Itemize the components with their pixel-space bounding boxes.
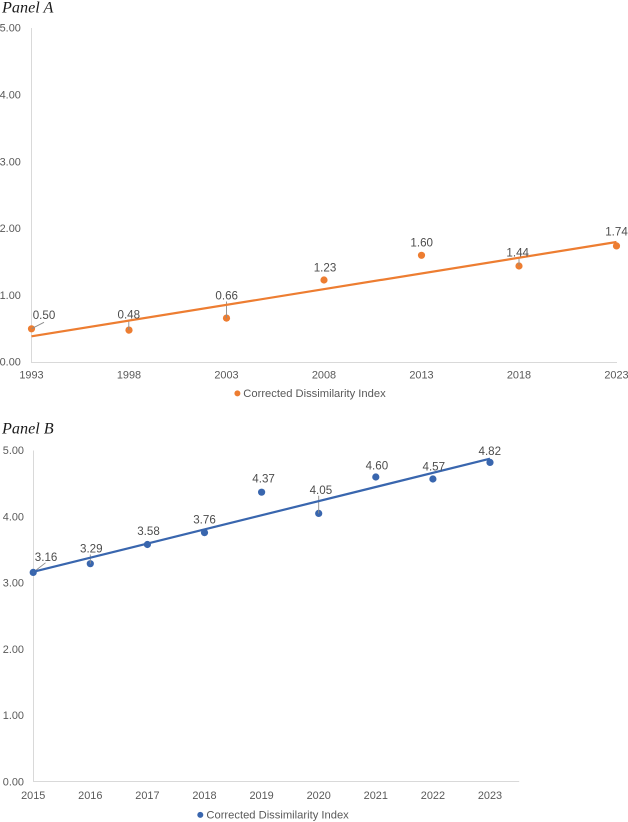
svg-text:3.76: 3.76	[193, 514, 216, 527]
svg-text:1.74: 1.74	[605, 226, 628, 239]
svg-text:4.05: 4.05	[310, 484, 333, 497]
svg-text:2016: 2016	[78, 790, 102, 802]
svg-text:2019: 2019	[249, 790, 273, 802]
svg-text:4.82: 4.82	[479, 445, 502, 458]
svg-text:4.60: 4.60	[366, 460, 389, 473]
svg-text:2020: 2020	[307, 790, 331, 802]
svg-text:2003: 2003	[214, 369, 238, 381]
svg-text:0.00: 0.00	[0, 357, 21, 369]
svg-text:5.00: 5.00	[3, 445, 24, 457]
svg-text:4.00: 4.00	[0, 90, 21, 102]
svg-text:Panel B: Panel B	[1, 419, 54, 437]
svg-text:2.00: 2.00	[0, 223, 21, 235]
svg-text:2017: 2017	[135, 790, 159, 802]
svg-text:0.00: 0.00	[3, 776, 24, 788]
svg-text:Corrected Dissimilarity Index: Corrected Dissimilarity Index	[206, 809, 349, 821]
svg-text:5.00: 5.00	[0, 23, 21, 35]
svg-text:2018: 2018	[192, 790, 216, 802]
svg-text:4.57: 4.57	[423, 461, 446, 474]
svg-text:2023: 2023	[604, 369, 628, 381]
svg-text:2021: 2021	[364, 790, 388, 802]
svg-text:2008: 2008	[312, 369, 336, 381]
svg-text:1993: 1993	[19, 369, 43, 381]
svg-text:0.48: 0.48	[118, 308, 141, 321]
svg-text:Panel A: Panel A	[1, 0, 54, 16]
svg-text:1998: 1998	[117, 369, 141, 381]
svg-text:2018: 2018	[507, 369, 531, 381]
svg-text:3.29: 3.29	[80, 542, 103, 555]
svg-text:1.60: 1.60	[410, 237, 433, 250]
svg-text:3.58: 3.58	[137, 525, 160, 538]
svg-text:2015: 2015	[21, 790, 45, 802]
svg-text:1.00: 1.00	[3, 710, 24, 722]
svg-text:3.00: 3.00	[3, 578, 24, 590]
svg-text:4.00: 4.00	[3, 511, 24, 523]
svg-text:0.50: 0.50	[33, 309, 56, 322]
svg-text:2023: 2023	[478, 790, 502, 802]
svg-text:4.37: 4.37	[252, 473, 275, 486]
svg-text:2.00: 2.00	[3, 644, 24, 656]
svg-text:Corrected Dissimilarity Index: Corrected Dissimilarity Index	[243, 388, 386, 400]
svg-text:1.44: 1.44	[506, 247, 529, 260]
svg-text:2022: 2022	[421, 790, 445, 802]
svg-text:3.00: 3.00	[0, 156, 21, 168]
svg-text:2013: 2013	[409, 369, 433, 381]
svg-text:1.23: 1.23	[314, 262, 337, 275]
svg-text:1.00: 1.00	[0, 290, 21, 302]
svg-text:0.66: 0.66	[215, 289, 238, 302]
svg-text:3.16: 3.16	[35, 551, 58, 564]
